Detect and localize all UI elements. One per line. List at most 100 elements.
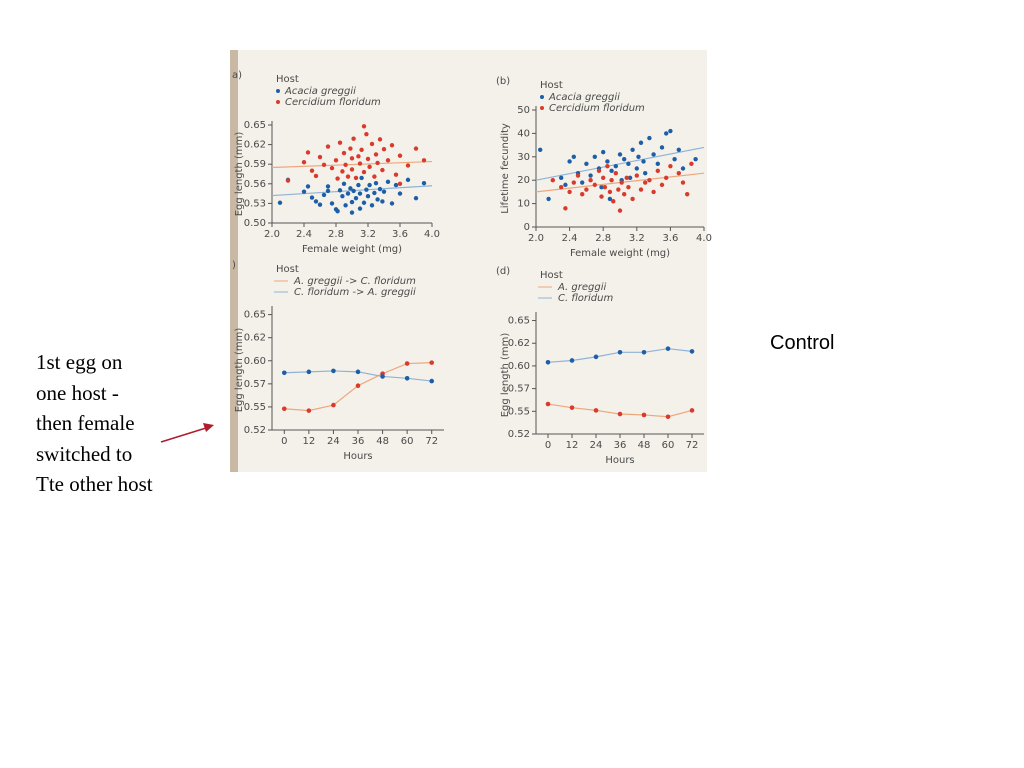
legend-entry: C. floridum	[558, 293, 613, 304]
data-point	[355, 369, 361, 375]
y-axis-title: Egg length (mm)	[234, 132, 245, 217]
data-point	[601, 149, 606, 155]
data-point	[365, 194, 371, 199]
data-point	[313, 173, 319, 179]
data-point	[393, 182, 399, 188]
data-point	[550, 178, 555, 183]
data-point	[429, 378, 435, 384]
data-point	[305, 184, 311, 189]
data-point	[373, 180, 379, 186]
data-point	[375, 160, 380, 166]
data-point	[641, 159, 646, 164]
legend-entry: A. greggii -> C. floridum	[293, 276, 416, 287]
y-tick-label: 0.55	[244, 402, 266, 413]
data-point	[329, 165, 335, 171]
data-point	[634, 166, 639, 171]
data-point	[647, 178, 652, 183]
data-point	[340, 169, 345, 174]
x-tick-label: 2.8	[595, 233, 611, 244]
data-point	[605, 159, 610, 164]
data-point	[369, 203, 375, 208]
y-tick-label: 0.65	[508, 316, 530, 327]
y-tick-label: 10	[517, 199, 530, 210]
y-tick-label: 50	[517, 105, 530, 116]
data-point	[364, 187, 369, 192]
data-point	[651, 152, 656, 157]
data-point	[335, 176, 340, 181]
x-tick-label: 60	[401, 436, 414, 447]
data-point	[596, 168, 602, 174]
data-point	[359, 175, 364, 181]
data-point	[381, 189, 387, 194]
legend-entry: Cercidium floridum	[285, 97, 381, 108]
data-point	[636, 154, 641, 159]
data-point	[341, 150, 347, 156]
data-point	[367, 164, 372, 170]
data-point	[630, 147, 635, 152]
data-point	[381, 146, 387, 152]
data-point	[301, 160, 307, 165]
data-point	[647, 135, 652, 141]
data-point	[607, 189, 613, 195]
data-point	[317, 154, 323, 160]
x-tick-label: 24	[327, 436, 340, 447]
x-tick-label: 48	[638, 440, 651, 451]
data-point	[672, 156, 677, 162]
data-point	[617, 208, 623, 213]
data-point	[588, 173, 593, 178]
data-point	[277, 200, 283, 205]
data-point	[353, 175, 359, 181]
data-point	[664, 131, 669, 136]
legend-marker	[540, 106, 544, 110]
data-point	[356, 154, 361, 159]
data-point	[617, 350, 623, 355]
data-point	[607, 196, 613, 202]
data-point	[313, 199, 319, 204]
y-tick-label: 0.57	[244, 379, 266, 390]
data-point	[385, 158, 391, 163]
x-tick-label: 3.2	[360, 229, 376, 240]
x-tick-label: 3.2	[629, 233, 645, 244]
data-point	[563, 182, 568, 188]
data-point	[355, 383, 361, 388]
trend-line	[535, 146, 705, 181]
y-tick-label: 20	[517, 175, 530, 186]
data-point	[627, 175, 633, 181]
data-point	[377, 137, 383, 142]
data-point	[429, 360, 435, 365]
data-point	[563, 206, 568, 211]
data-point	[689, 408, 695, 413]
data-point	[693, 156, 698, 162]
data-point	[380, 167, 385, 173]
y-axis-title: Egg length (mm)	[234, 328, 245, 413]
data-point	[357, 191, 363, 196]
data-point	[380, 374, 385, 379]
data-point	[638, 187, 644, 192]
panel-letter: a)	[232, 70, 242, 81]
x-tick-label: 24	[590, 440, 603, 451]
x-axis-title: Female weight (mg)	[570, 248, 670, 259]
data-point	[281, 406, 287, 412]
data-point	[546, 196, 551, 202]
data-point	[369, 141, 375, 147]
y-tick-label: 0.57	[508, 384, 530, 395]
data-point	[377, 186, 383, 192]
data-point	[365, 156, 371, 162]
data-point	[361, 200, 367, 205]
data-point	[680, 180, 686, 185]
data-point	[325, 144, 331, 149]
panel-letter: (d)	[496, 266, 510, 277]
figure-scan-background	[230, 50, 707, 472]
data-point	[689, 161, 694, 167]
data-point	[372, 190, 377, 196]
data-point	[421, 180, 427, 186]
data-point	[680, 166, 686, 171]
data-point	[655, 161, 660, 167]
data-point	[405, 177, 411, 183]
y-axis-title: Egg length (mm)	[500, 333, 511, 418]
data-point	[305, 150, 311, 155]
data-point	[613, 170, 618, 176]
